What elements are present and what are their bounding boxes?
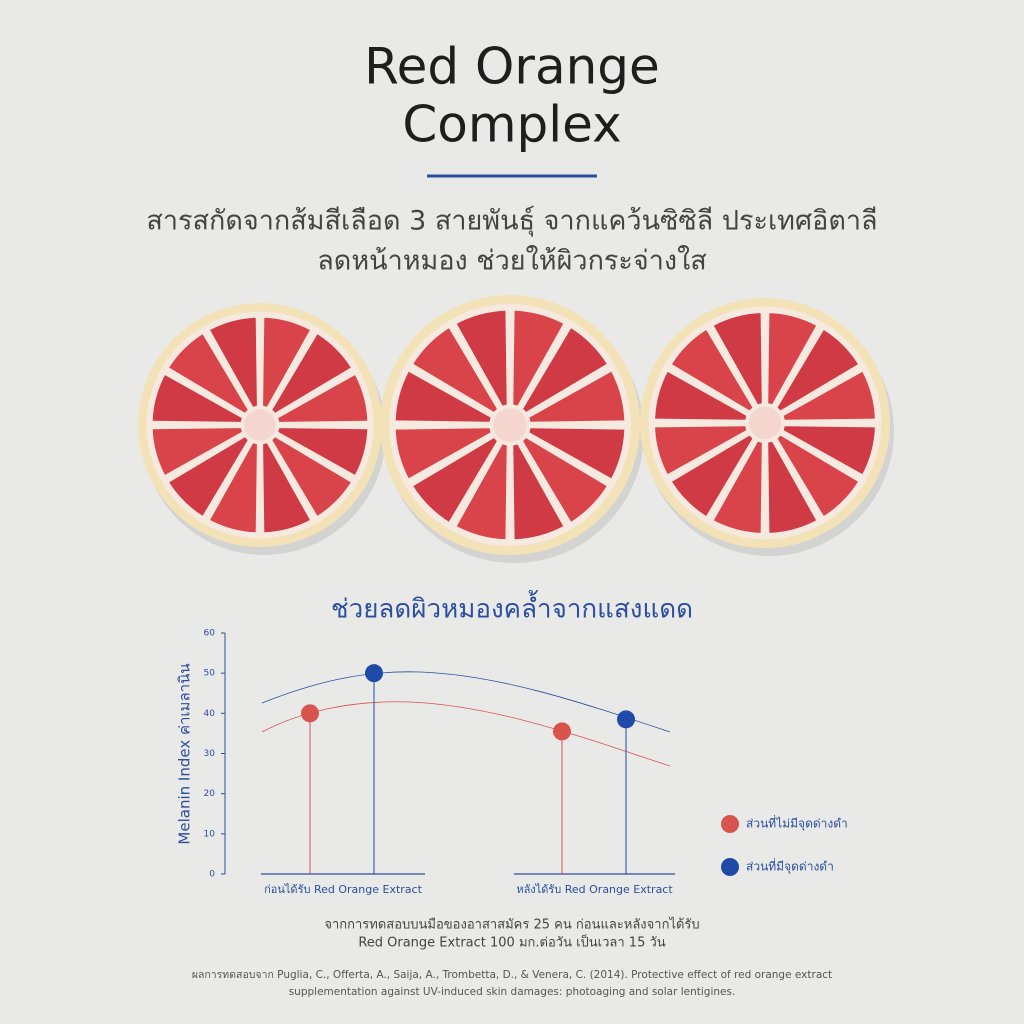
title: Complex [402, 96, 621, 154]
y-axis-label: Melanin Index ค่าเมลานิน [176, 663, 194, 844]
y-tick-label: 40 [204, 709, 216, 719]
chart-title: ช่วยลดผิวหมองคล้ำจากแสงแดด [331, 590, 693, 625]
dot [301, 704, 319, 723]
y-tick-label: 0 [209, 870, 215, 880]
segment [263, 443, 310, 533]
segment [672, 435, 753, 516]
segment [513, 444, 564, 540]
x-tick-label: ก่อนได้รับ Red Orange Extract [264, 883, 422, 896]
segment [152, 428, 242, 475]
segment [713, 441, 762, 533]
trend-curve [261, 701, 671, 767]
segment [272, 334, 351, 413]
y-tick-label: 30 [204, 749, 216, 759]
segment [263, 317, 310, 407]
dot [617, 710, 635, 729]
segment [529, 428, 625, 479]
dot [365, 664, 383, 683]
core [244, 409, 276, 441]
legend-label: ส่วนที่ไม่มีจุดด่างดำ [746, 815, 848, 832]
legend-swatch [721, 858, 739, 876]
segment [655, 426, 747, 475]
segment [456, 310, 507, 406]
segment [672, 330, 753, 411]
segment [272, 437, 351, 516]
footnote: Red Orange Extract 100 มก.ต่อวัน เป็นเวล… [358, 933, 665, 951]
segment [713, 313, 762, 405]
y-tick-label: 20 [204, 789, 216, 799]
segment [210, 317, 257, 407]
legend-label: ส่วนที่มีจุดด่างดำ [746, 858, 834, 875]
dot [553, 722, 571, 741]
x-tick-label: หลังได้รับ Red Orange Extract [516, 883, 673, 896]
segment [777, 330, 858, 411]
segment [169, 334, 248, 413]
segment [152, 375, 242, 422]
segment [523, 438, 607, 522]
y-tick-label: 60 [204, 629, 216, 639]
segment [523, 328, 607, 412]
segment [413, 438, 497, 522]
y-tick-label: 50 [204, 669, 216, 679]
segment [513, 310, 564, 406]
segment [395, 428, 491, 479]
segment [395, 371, 491, 422]
segment [768, 441, 817, 533]
reference: ผลการทดสอบจาก Puglia, C., Offerta, A., S… [192, 969, 832, 981]
segment [783, 371, 875, 420]
segment [210, 443, 257, 533]
legend-swatch [721, 815, 739, 833]
segment [413, 328, 497, 412]
core [748, 406, 782, 440]
orange-slices [138, 295, 894, 563]
trend-curve [261, 671, 671, 733]
footnote: จากการทดสอบบนมือของอาสาสมัคร 25 คน ก่อนแ… [324, 917, 699, 933]
core [493, 408, 527, 442]
segment [783, 426, 875, 475]
segment [169, 437, 248, 516]
segment [777, 435, 858, 516]
segment [278, 428, 368, 475]
title: Red Orange [364, 38, 660, 96]
subtitle: สารสกัดจากส้มสีเลือด 3 สายพันธุ์ จากแคว้… [146, 205, 877, 238]
segment [456, 444, 507, 540]
chart: 0 10 20 30 40 50 60 ก่อนได้รับ Red Orange Extra… [204, 629, 848, 897]
segment [768, 313, 817, 405]
segment [529, 371, 625, 422]
segment [278, 375, 368, 422]
segment [655, 371, 747, 420]
subtitle: ลดหน้าหมอง ช่วยให้ผิวกระจ่างใส [317, 245, 707, 277]
reference: supplementation against UV-induced skin … [289, 986, 736, 998]
y-tick-label: 10 [204, 829, 216, 839]
